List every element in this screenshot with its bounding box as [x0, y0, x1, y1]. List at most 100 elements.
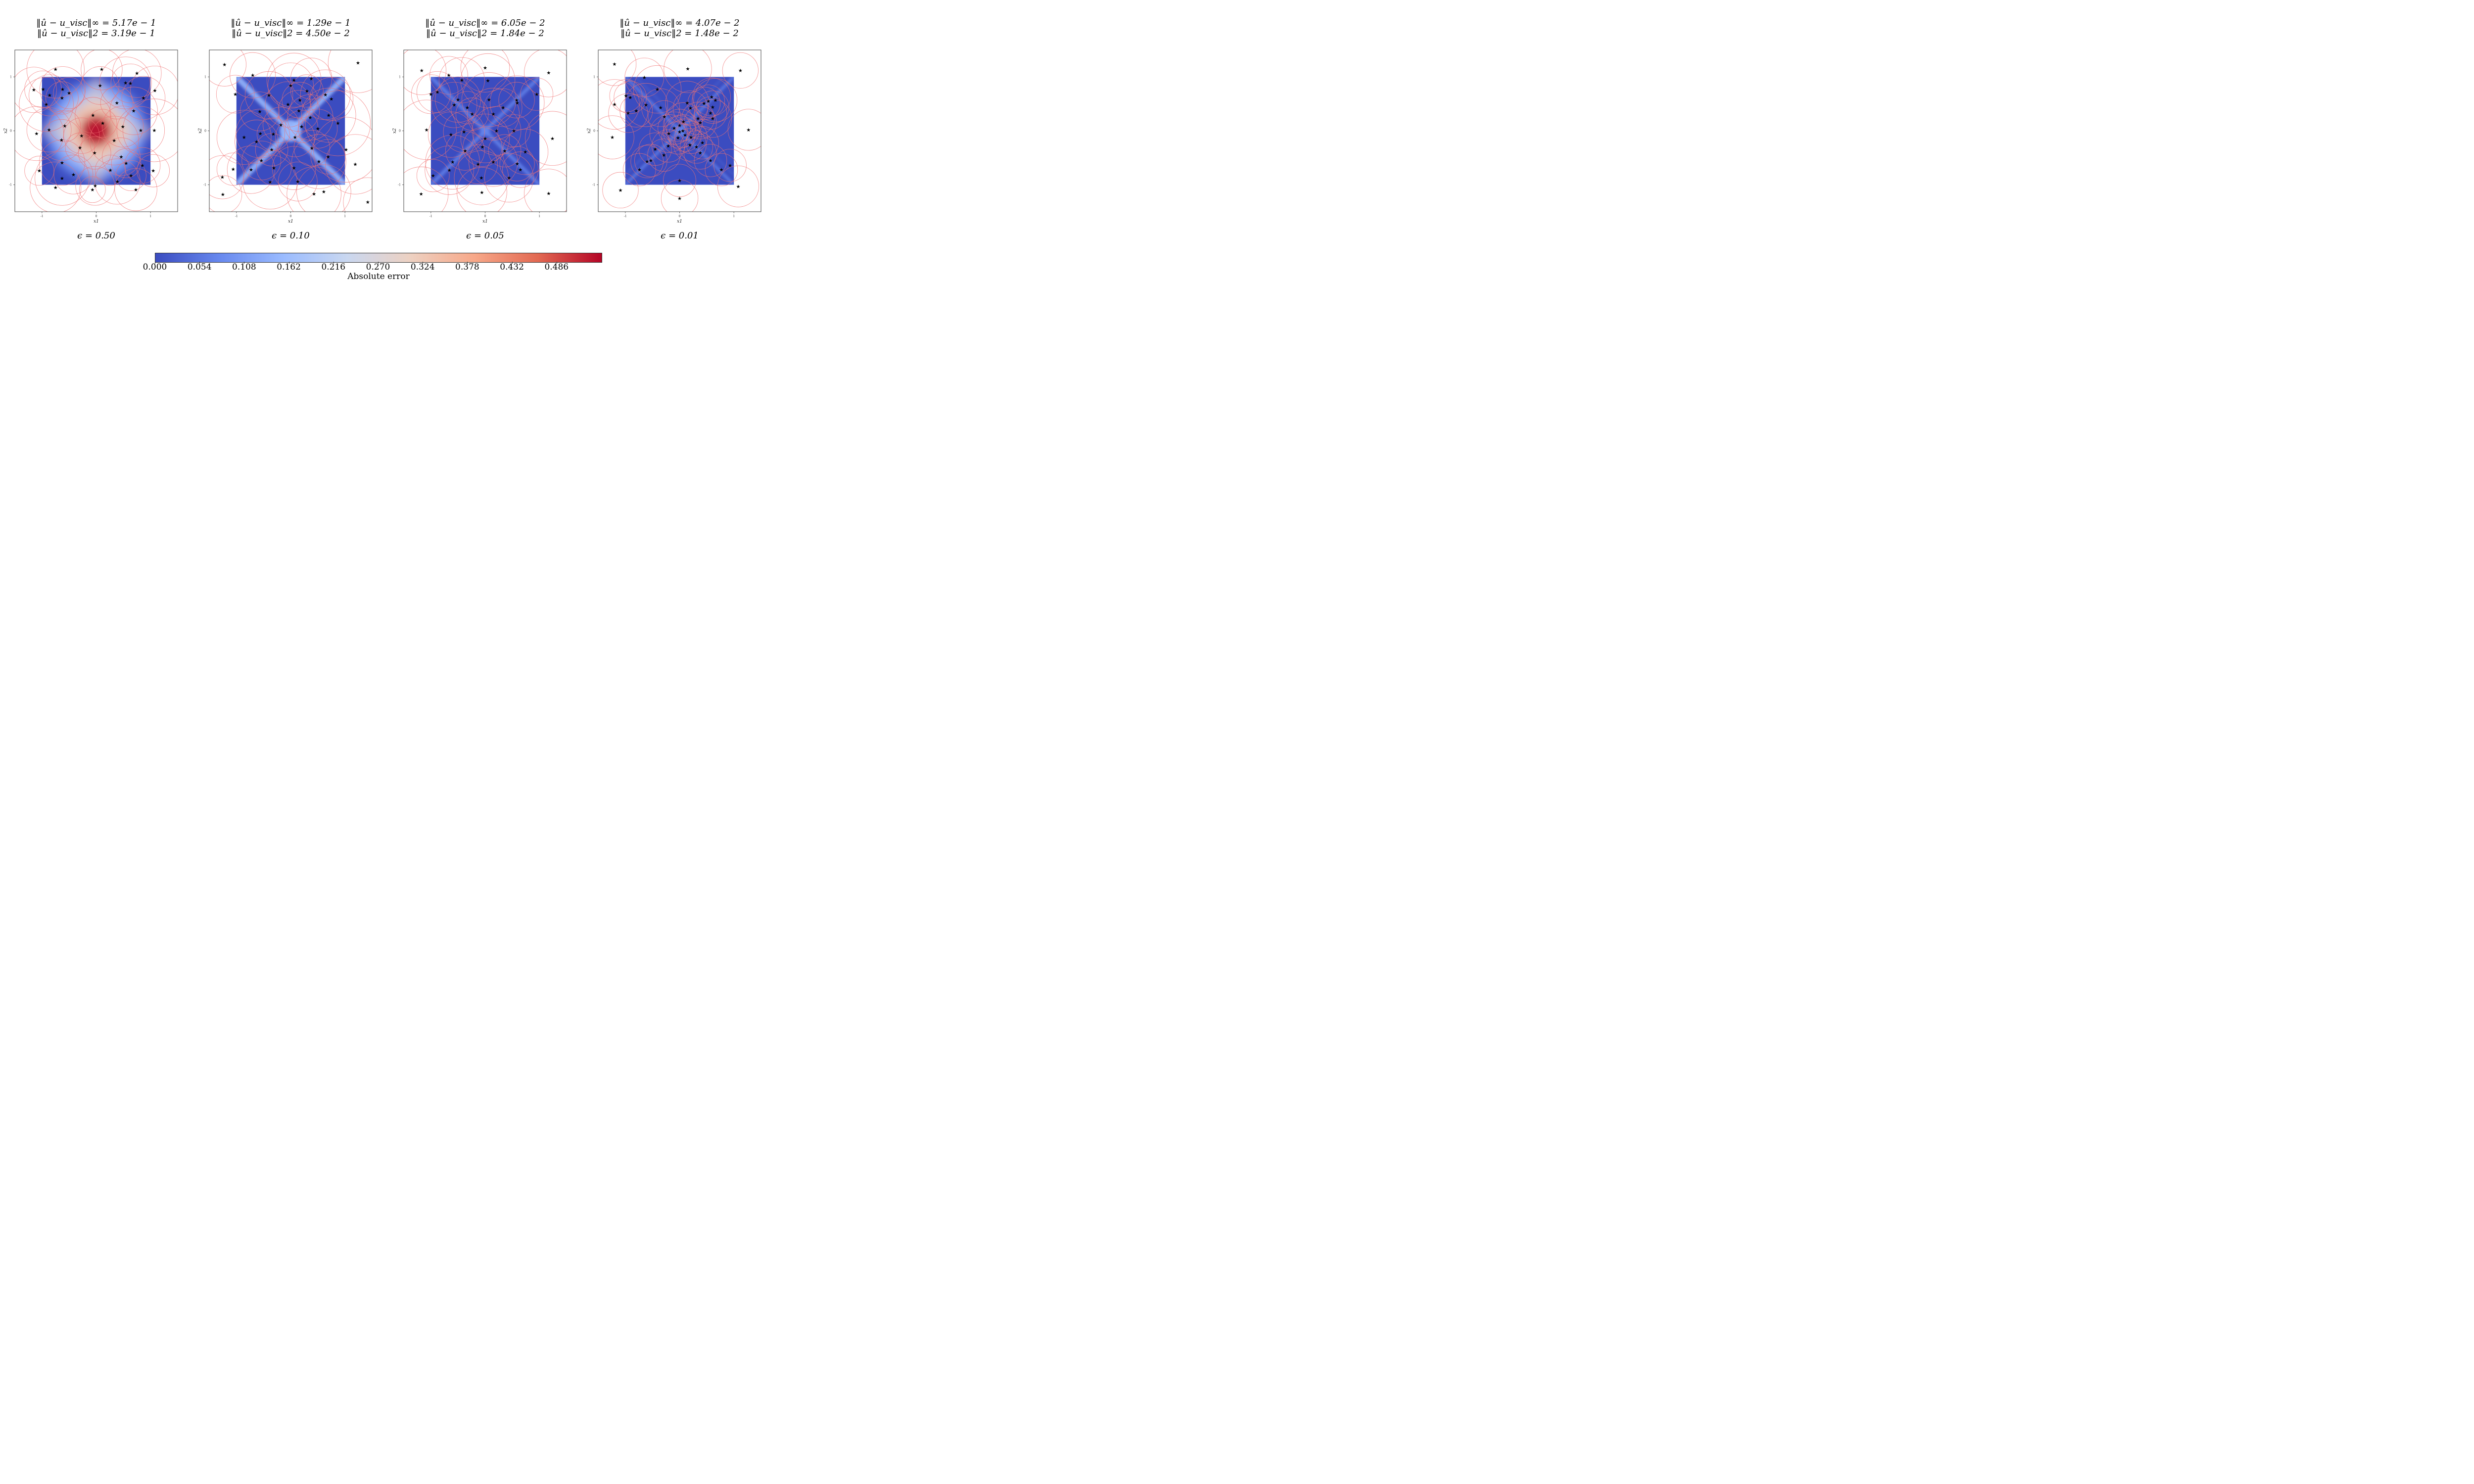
- support-circle: [499, 146, 535, 182]
- center-star-marker: ★: [546, 191, 551, 196]
- support-circle: [35, 151, 90, 206]
- y-tick-label: 1: [204, 76, 206, 79]
- support-circle: [278, 162, 318, 201]
- support-circle: [623, 153, 656, 186]
- support-circle: [282, 82, 318, 118]
- support-circle: [298, 109, 338, 149]
- support-circle: [714, 148, 747, 182]
- support-circle: [266, 52, 322, 108]
- y-tick-label: 0: [593, 130, 595, 133]
- support-circle: [630, 145, 664, 178]
- center-star-marker: ★: [452, 103, 457, 108]
- support-circle: [431, 82, 477, 128]
- center-star-marker: ★: [295, 179, 300, 185]
- support-circle: [624, 57, 665, 97]
- center-star-marker: ★: [310, 146, 314, 151]
- support-circle: [686, 126, 719, 159]
- support-circle: [663, 109, 696, 142]
- center-star-marker: ★: [272, 166, 276, 171]
- center-star-marker: ★: [550, 136, 555, 141]
- support-circle: [683, 136, 717, 170]
- center-star-marker: ★: [645, 159, 649, 165]
- center-star-marker: ★: [259, 158, 264, 164]
- center-star-marker: ★: [316, 127, 320, 132]
- center-star-marker: ★: [456, 97, 460, 103]
- center-star-marker: ★: [738, 68, 743, 74]
- center-star-marker: ★: [317, 159, 321, 165]
- colorbar-tick-mark: [199, 262, 200, 264]
- support-circle: [661, 180, 699, 212]
- support-circle: [602, 172, 639, 208]
- support-circle: [242, 154, 298, 210]
- center-star-marker: ★: [677, 196, 682, 201]
- center-star-marker: ★: [476, 162, 480, 168]
- support-circle: [425, 145, 474, 195]
- support-circle: [404, 50, 446, 95]
- center-star-marker: ★: [736, 184, 740, 189]
- center-star-marker: ★: [479, 190, 484, 195]
- support-circle: [488, 134, 522, 168]
- support-circle: [89, 116, 139, 165]
- center-star-marker: ★: [487, 97, 491, 103]
- center-star-marker: ★: [512, 129, 516, 134]
- center-star-marker: ★: [62, 124, 67, 129]
- support-circle: [411, 74, 451, 114]
- center-star-marker: ★: [523, 150, 527, 155]
- y-axis-label: x2: [3, 128, 8, 134]
- support-circle: [325, 134, 372, 194]
- support-circle: [24, 70, 62, 108]
- center-star-marker: ★: [309, 76, 314, 82]
- support-circle: [272, 146, 316, 190]
- support-circle: [24, 156, 54, 186]
- support-circle: [467, 88, 520, 140]
- support-circle: [648, 100, 681, 134]
- center-star-marker: ★: [666, 144, 670, 149]
- support-circle: [137, 154, 170, 187]
- center-star-marker: ★: [711, 105, 715, 110]
- support-circle: [296, 164, 351, 212]
- support-circle: [425, 135, 480, 189]
- center-star-marker: ★: [698, 151, 703, 156]
- center-star-marker: ★: [483, 65, 487, 71]
- center-star-marker: ★: [71, 172, 76, 178]
- center-star-marker: ★: [322, 189, 326, 195]
- center-star-marker: ★: [123, 81, 128, 86]
- center-star-marker: ★: [356, 61, 360, 66]
- center-star-marker: ★: [112, 139, 116, 144]
- center-star-marker: ★: [700, 140, 705, 146]
- center-star-marker: ★: [449, 133, 453, 138]
- support-circle: [469, 137, 518, 187]
- center-star-marker: ★: [115, 179, 120, 185]
- center-star-marker: ★: [470, 112, 475, 117]
- support-circle: [63, 117, 100, 154]
- center-star-marker: ★: [151, 169, 155, 174]
- support-circle: [328, 50, 372, 93]
- support-circle: [255, 133, 288, 166]
- center-star-marker: ★: [706, 99, 711, 104]
- support-circle: [641, 88, 680, 127]
- support-circle: [663, 115, 696, 148]
- center-star-marker: ★: [479, 176, 483, 181]
- center-star-marker: ★: [435, 90, 440, 95]
- center-star-marker: ★: [323, 93, 328, 98]
- colorbar-tick-label: 0.054: [187, 262, 212, 272]
- support-circle: [240, 92, 280, 132]
- support-circle: [95, 154, 126, 186]
- center-star-marker: ★: [465, 105, 470, 111]
- x-axis-label: x1: [94, 219, 99, 224]
- center-star-marker: ★: [258, 131, 263, 137]
- center-star-marker: ★: [53, 185, 58, 190]
- center-star-marker: ★: [491, 160, 495, 165]
- support-circle: [649, 114, 688, 153]
- support-circle: [110, 63, 150, 103]
- support-circle: [458, 144, 498, 184]
- y-tick-label: 1: [10, 76, 12, 79]
- support-circle: [209, 155, 244, 199]
- center-star-marker: ★: [425, 128, 429, 133]
- x-tick-label: 0: [95, 215, 97, 218]
- support-circle: [15, 67, 57, 113]
- center-star-marker: ★: [221, 192, 225, 198]
- support-circle: [26, 107, 72, 152]
- support-circle: [502, 151, 539, 188]
- center-star-marker: ★: [746, 128, 751, 133]
